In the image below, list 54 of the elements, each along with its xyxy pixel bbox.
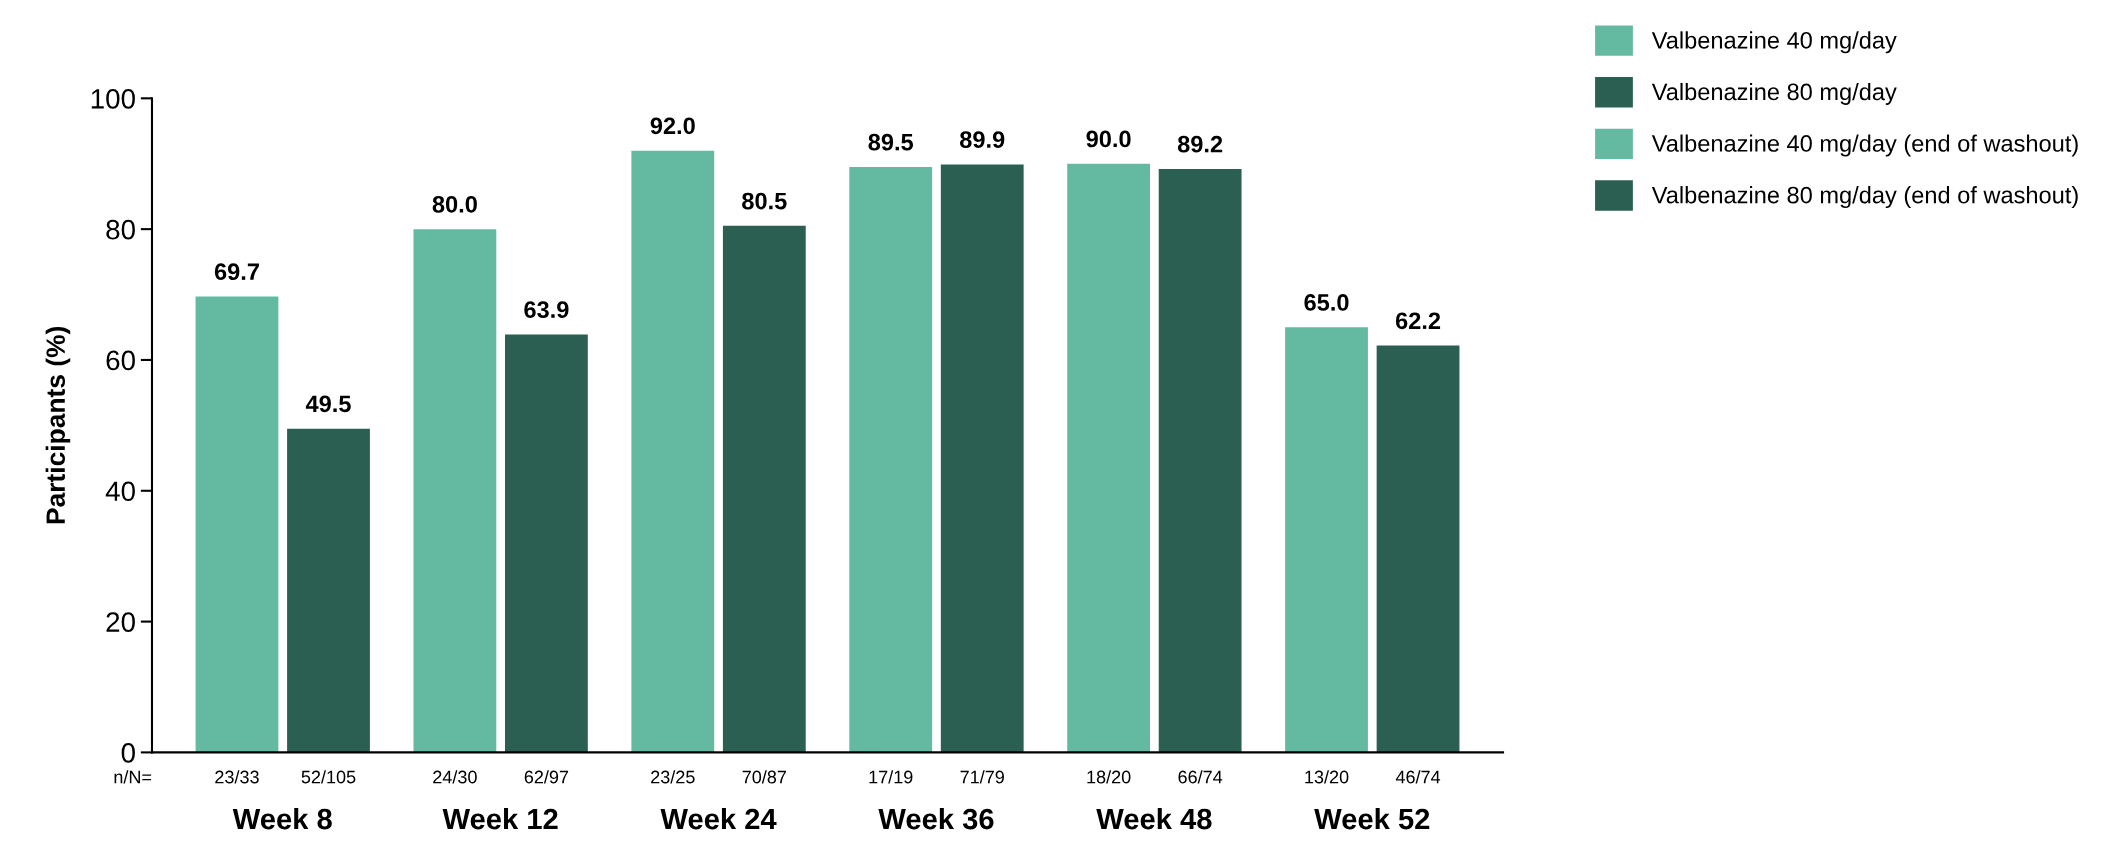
data-label: 89.5: [868, 133, 914, 151]
bar: [1067, 163, 1151, 753]
x-tick-label: Week 12: [442, 807, 558, 830]
text: 52/105: [301, 770, 356, 784]
bar: [505, 334, 588, 753]
data-label: 80.5: [742, 192, 787, 210]
text: 23/25: [651, 770, 695, 784]
legend-label: Valbenazine 80 mg/day: [1651, 82, 1897, 105]
x-tick-label: Week 36: [878, 807, 994, 830]
y-tick-label: 40: [105, 481, 135, 502]
data-label: 89.2: [1177, 135, 1223, 153]
data-label: 80.0: [432, 195, 477, 213]
bar: [1376, 345, 1460, 753]
bar: [940, 164, 1024, 753]
bar: [195, 296, 279, 753]
x-tick-label: Week 24: [660, 807, 777, 830]
x-tick-label: Week 8: [232, 807, 332, 830]
y-tick-label: 0: [121, 743, 135, 763]
data-label: 65.0: [1304, 294, 1349, 311]
text: 70/87: [742, 770, 787, 784]
text: 62/97: [524, 770, 569, 784]
data-label: 69.7: [214, 263, 259, 281]
legend-label: Valbenazine 40 mg/day: [1651, 31, 1897, 54]
bar: [1285, 327, 1368, 753]
text: 13/20: [1305, 770, 1349, 784]
legend-label: Valbenazine 40 mg/day (end of washout): [1651, 134, 2078, 157]
text: 66/74: [1178, 770, 1223, 784]
x-tick-label: Week 52: [1314, 807, 1430, 830]
data-label: 49.5: [305, 395, 351, 413]
data-label: 62.2: [1395, 312, 1441, 330]
bar: [413, 229, 497, 753]
y-tick-label: 20: [106, 612, 135, 632]
text: 24/30: [433, 770, 477, 784]
bar: [722, 225, 806, 753]
bar: [1158, 168, 1242, 753]
data-label: 92.0: [650, 117, 695, 135]
bar: [631, 150, 715, 753]
text: 46/74: [1395, 770, 1441, 784]
text: 17/19: [869, 770, 913, 784]
legend-label: Valbenazine 80 mg/day (end of washout): [1651, 186, 2078, 209]
data-label: 90.0: [1086, 130, 1131, 148]
text: n/N=: [114, 770, 152, 784]
bar: [287, 428, 370, 753]
y-tick-label: 60: [106, 350, 135, 371]
data-label: 89.9: [960, 131, 1005, 148]
y-tick-label: 100: [91, 88, 135, 109]
y-tick-label: 80: [106, 219, 135, 240]
text: 18/20: [1087, 770, 1131, 784]
data-label: 63.9: [524, 301, 569, 319]
y-axis-title: Participants (%): [45, 326, 71, 524]
bar: [849, 167, 933, 753]
x-tick-label: Week 48: [1096, 807, 1212, 830]
text: 23/33: [215, 770, 259, 784]
text: 71/79: [960, 770, 1004, 784]
